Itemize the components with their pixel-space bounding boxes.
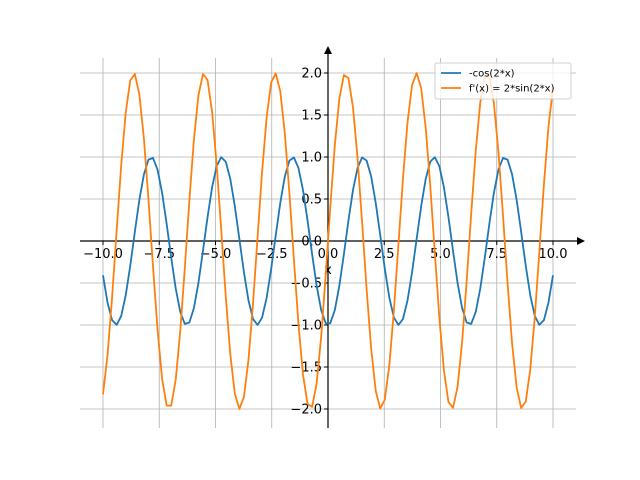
y-tick-label: −1.0	[290, 319, 322, 334]
legend-label: f'(x) = 2*sin(2*x)	[469, 84, 555, 95]
series-line-2	[102, 72, 554, 410]
series-lines	[102, 72, 554, 410]
x-tick-label: 7.5	[486, 247, 507, 262]
x-tick-label: −2.5	[256, 247, 288, 262]
x-tick-label: 0.0	[318, 247, 339, 262]
y-tick-label: −1.5	[290, 361, 322, 376]
x-axis-label: x	[324, 263, 332, 278]
y-tick-label: 0.0	[301, 235, 322, 250]
x-tick-label: 5.0	[430, 247, 451, 262]
legend-box	[434, 62, 572, 100]
y-tick-label: 1.0	[301, 151, 322, 166]
x-tick-label: −10.0	[83, 247, 123, 262]
y-axis-arrow	[324, 46, 332, 54]
axes: −10.0 −7.5 −5.0 −2.5 0.0 2.5 5.0 7.5 10.0−2.0−1.…	[80, 46, 585, 428]
y-tick-label: 1.5	[301, 109, 322, 124]
x-tick-label: 10.0	[539, 247, 568, 262]
x-tick-label: 2.5	[374, 247, 395, 262]
y-tick-label: 0.5	[301, 193, 322, 208]
series-line-1	[102, 156, 554, 326]
y-tick-label: −0.5	[290, 277, 322, 292]
legend-label: -cos(2*x)	[469, 69, 515, 80]
y-tick-label: −2.0	[290, 403, 322, 418]
x-axis-arrow	[577, 237, 585, 245]
x-tick-label: −5.0	[200, 247, 232, 262]
y-tick-label: 2.0	[301, 67, 322, 82]
legend: -cos(2*x) f'(x) = 2*sin(2*x)	[434, 62, 572, 100]
